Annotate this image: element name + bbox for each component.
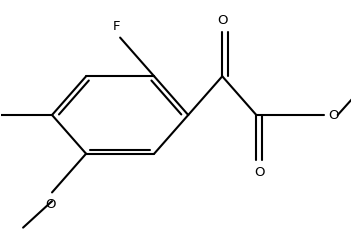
Text: F: F [113,20,120,33]
Text: O: O [217,14,227,27]
Text: O: O [45,198,56,210]
Text: O: O [254,166,265,179]
Text: O: O [328,109,338,122]
